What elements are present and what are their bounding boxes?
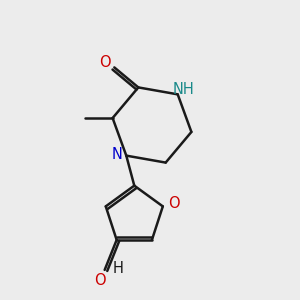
Text: NH: NH bbox=[173, 82, 195, 97]
Text: O: O bbox=[94, 273, 106, 288]
Text: O: O bbox=[168, 196, 180, 211]
Text: O: O bbox=[100, 55, 111, 70]
Text: N: N bbox=[112, 147, 123, 162]
Text: H: H bbox=[112, 261, 123, 276]
